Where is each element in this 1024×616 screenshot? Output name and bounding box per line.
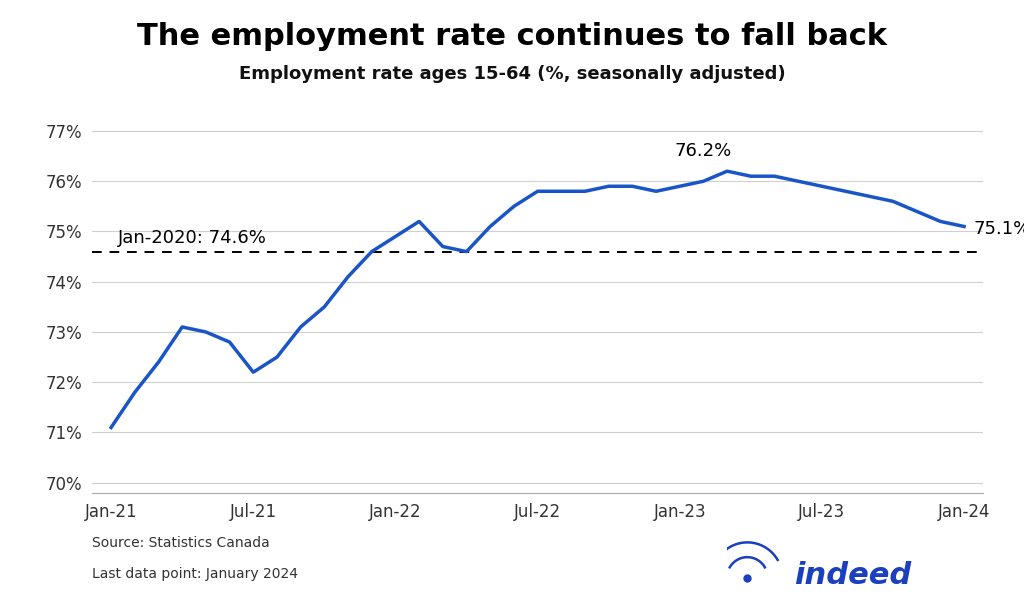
Text: Employment rate ages 15-64 (%, seasonally adjusted): Employment rate ages 15-64 (%, seasonall… xyxy=(239,65,785,83)
Text: Jan-2020: 74.6%: Jan-2020: 74.6% xyxy=(118,229,267,246)
Text: 76.2%: 76.2% xyxy=(675,142,732,160)
Text: 75.1%: 75.1% xyxy=(974,220,1024,238)
Text: indeed: indeed xyxy=(794,561,911,591)
Text: Last data point: January 2024: Last data point: January 2024 xyxy=(92,567,298,581)
Text: Source: Statistics Canada: Source: Statistics Canada xyxy=(92,536,270,550)
Text: The employment rate continues to fall back: The employment rate continues to fall ba… xyxy=(137,22,887,51)
